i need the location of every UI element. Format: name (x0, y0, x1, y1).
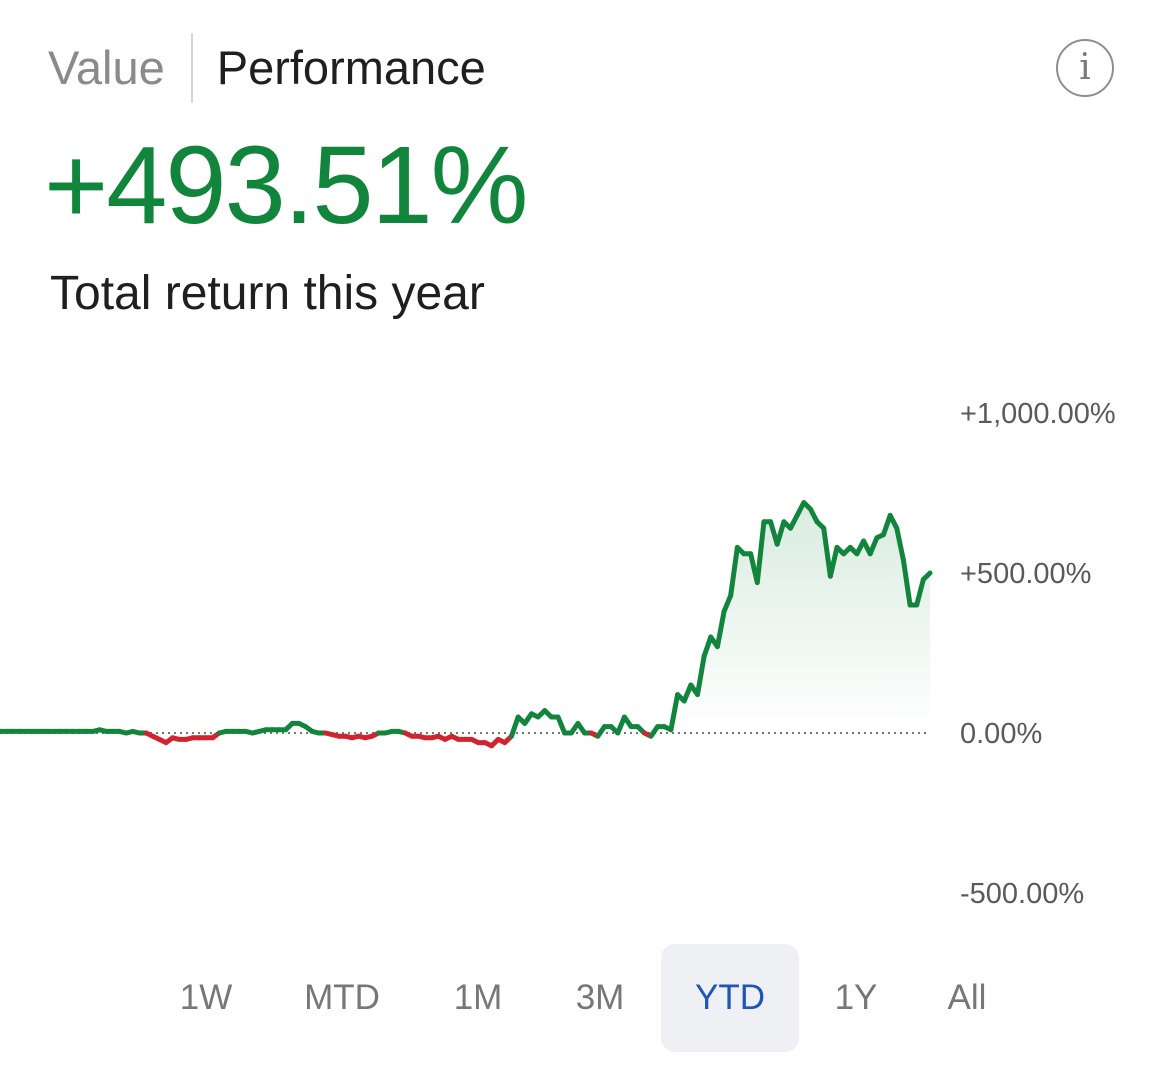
series-segment (721, 592, 734, 614)
series-segment (728, 544, 740, 598)
y-tick-label: 0.00% (960, 718, 1042, 750)
y-axis-labels: +1,000.00% +500.00% 0.00% -500.00% (960, 398, 1116, 910)
series-segment (509, 714, 521, 739)
series-segment (754, 519, 767, 586)
range-option-1m[interactable]: 1M (453, 978, 503, 1017)
series-segment (668, 692, 681, 733)
info-icon: i (1079, 47, 1091, 88)
range-selector: 1W MTD 1M 3M YTD 1Y All (0, 944, 1170, 1052)
range-option-mtd[interactable]: MTD (304, 978, 380, 1017)
series-segment (827, 544, 840, 579)
y-tick-label: -500.00% (960, 878, 1084, 910)
series-segment (867, 535, 880, 557)
info-button[interactable]: i (1056, 39, 1114, 97)
positive-area-fill (511, 502, 930, 733)
series-segment (920, 570, 933, 582)
tab-value[interactable]: Value (48, 41, 165, 94)
range-option-all[interactable]: All (947, 978, 987, 1017)
series-segment (914, 576, 926, 608)
series-segment (555, 714, 568, 736)
view-tabs: Value Performance (48, 30, 486, 106)
y-tick-label: +500.00% (960, 558, 1091, 590)
series-segment (821, 525, 833, 579)
range-option-1w[interactable]: 1W (179, 978, 233, 1017)
series-segment (701, 634, 714, 659)
tab-performance[interactable]: Performance (216, 41, 486, 94)
chart-line-layer (0, 500, 933, 749)
range-option-ytd[interactable]: YTD (661, 944, 799, 1052)
range-option-3m[interactable]: 3M (575, 978, 625, 1017)
tab-divider (190, 33, 193, 103)
series-segment (695, 653, 707, 698)
series-segment (900, 557, 913, 608)
range-option-1y[interactable]: 1Y (834, 978, 878, 1017)
series-segment (714, 608, 727, 650)
chart-area-layer (511, 502, 930, 733)
total-return-label: Total return this year (50, 267, 485, 320)
series-segment (774, 519, 787, 547)
series-segment (894, 525, 906, 563)
y-tick-label: +1,000.00% (960, 398, 1116, 430)
performance-chart: +1,000.00% +500.00% 0.00% -500.00% (0, 398, 1116, 910)
total-return-value: +493.51% (44, 124, 528, 247)
